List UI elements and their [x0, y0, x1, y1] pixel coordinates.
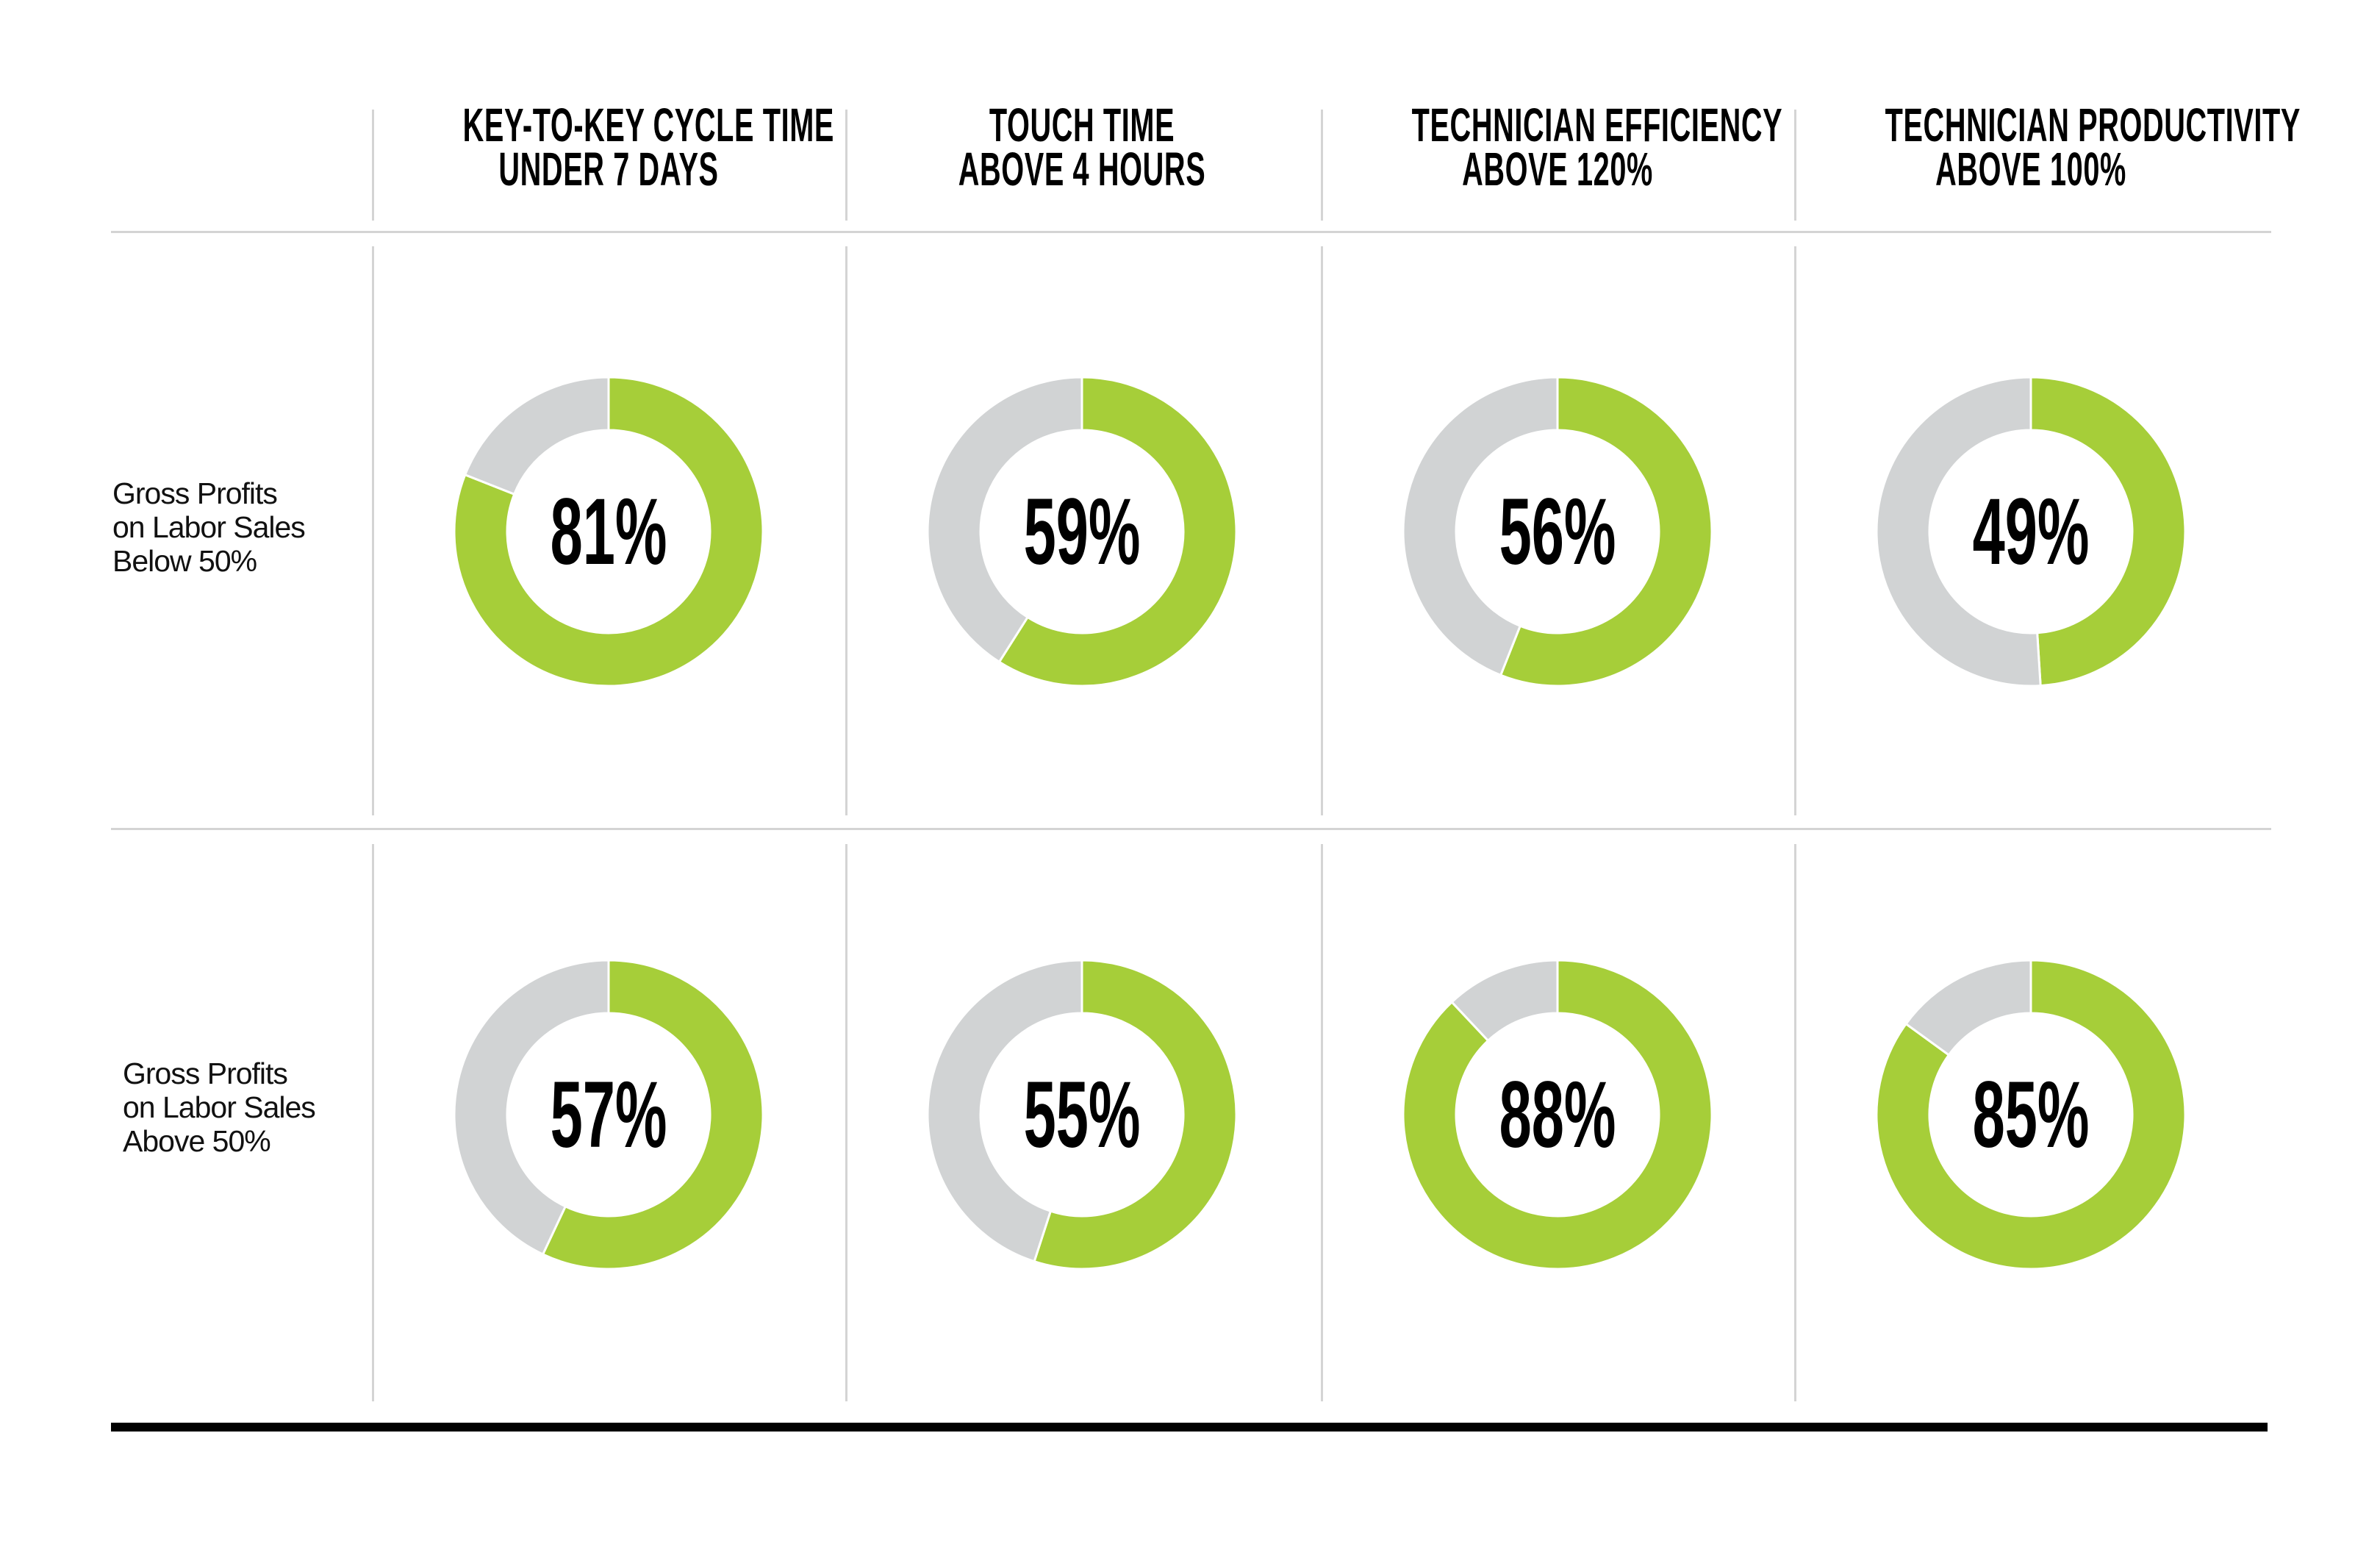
column-header: TECHNICIAN EFFICIENCY ABOVE 120%	[1411, 99, 1783, 196]
row-label-line: Gross Profits	[123, 1057, 288, 1090]
row-label: Gross Profits on Labor Sales Above 50%	[123, 1057, 316, 1158]
column-header-line: KEY-TO-KEY CYCLE TIME	[462, 99, 835, 151]
column-divider	[372, 246, 374, 815]
column-header-line: ABOVE 100%	[1935, 143, 2126, 196]
donut-segment-achieved	[997, 376, 1238, 687]
column-header: TOUCH TIME ABOVE 4 HOURS	[936, 99, 1228, 196]
donut-value-label: 55%	[1023, 1062, 1141, 1168]
column-divider	[1321, 110, 1323, 221]
donut-value-label: 85%	[1972, 1062, 2090, 1168]
donut-segment-remainder	[1402, 376, 1559, 677]
donut-value-label: 88%	[1499, 1062, 1616, 1168]
row-label-line: Gross Profits	[112, 476, 278, 510]
column-header-line: TOUCH TIME	[989, 99, 1175, 151]
row-label-line: Below 50%	[112, 544, 257, 578]
row-label-line: Above 50%	[123, 1124, 271, 1158]
donut-segment-achieved	[1033, 959, 1238, 1270]
donut-segment-remainder	[926, 376, 1083, 664]
donut-segment-achieved	[1402, 959, 1713, 1270]
donut-segment-achieved	[1499, 376, 1713, 687]
donut-chart: 55%	[920, 953, 1244, 1276]
column-divider	[845, 246, 847, 815]
donut-segment-remainder	[1904, 959, 2032, 1057]
column-divider	[372, 110, 374, 221]
row-label-line: on Labor Sales	[112, 510, 306, 544]
header-divider	[111, 231, 2271, 233]
donut-chart: 59%	[920, 370, 1244, 693]
column-header-line: ABOVE 120%	[1462, 143, 1653, 196]
column-header: KEY-TO-KEY CYCLE TIME UNDER 7 DAYS	[462, 99, 835, 196]
column-divider	[1794, 110, 1796, 221]
donut-value-label: 57%	[550, 1062, 667, 1168]
donut-value-label: 56%	[1499, 479, 1616, 585]
column-divider	[1321, 246, 1323, 815]
donut-segment-achieved	[541, 959, 764, 1270]
donut-segment-remainder	[1875, 376, 2042, 687]
donut-chart: 49%	[1869, 370, 2193, 693]
column-header-line: ABOVE 4 HOURS	[958, 143, 1206, 196]
column-header: TECHNICIAN PRODUCTIVITY ABOVE 100%	[1885, 99, 2301, 196]
donut-segment-remainder	[463, 376, 610, 496]
row-divider	[111, 828, 2271, 830]
donut-segment-remainder	[453, 959, 610, 1257]
column-header-line: UNDER 7 DAYS	[498, 143, 719, 196]
column-divider	[372, 844, 374, 1401]
column-divider	[1321, 844, 1323, 1401]
column-header-line: TECHNICIAN PRODUCTIVITY	[1885, 99, 2301, 151]
column-divider	[845, 110, 847, 221]
donut-chart: 56%	[1396, 370, 1719, 693]
donut-value-label: 59%	[1023, 479, 1141, 585]
donut-chart: 57%	[447, 953, 770, 1276]
donut-chart: 88%	[1396, 953, 1719, 1276]
bottom-rule	[111, 1423, 2268, 1432]
column-header-line: TECHNICIAN EFFICIENCY	[1411, 99, 1783, 151]
column-divider	[1794, 844, 1796, 1401]
column-divider	[1794, 246, 1796, 815]
donut-segment-achieved	[2029, 376, 2187, 687]
donut-chart: 85%	[1869, 953, 2193, 1276]
donut-segment-remainder	[926, 959, 1083, 1263]
donut-chart: 81%	[447, 370, 770, 693]
row-label: Gross Profits on Labor Sales Below 50%	[112, 476, 306, 578]
column-divider	[845, 844, 847, 1401]
donut-segment-remainder	[1450, 959, 1559, 1043]
row-label-line: on Labor Sales	[123, 1090, 316, 1124]
donut-value-label: 81%	[550, 479, 667, 585]
donut-value-label: 49%	[1972, 479, 2090, 585]
donut-segment-achieved	[1875, 959, 2187, 1270]
donut-segment-achieved	[453, 376, 764, 687]
